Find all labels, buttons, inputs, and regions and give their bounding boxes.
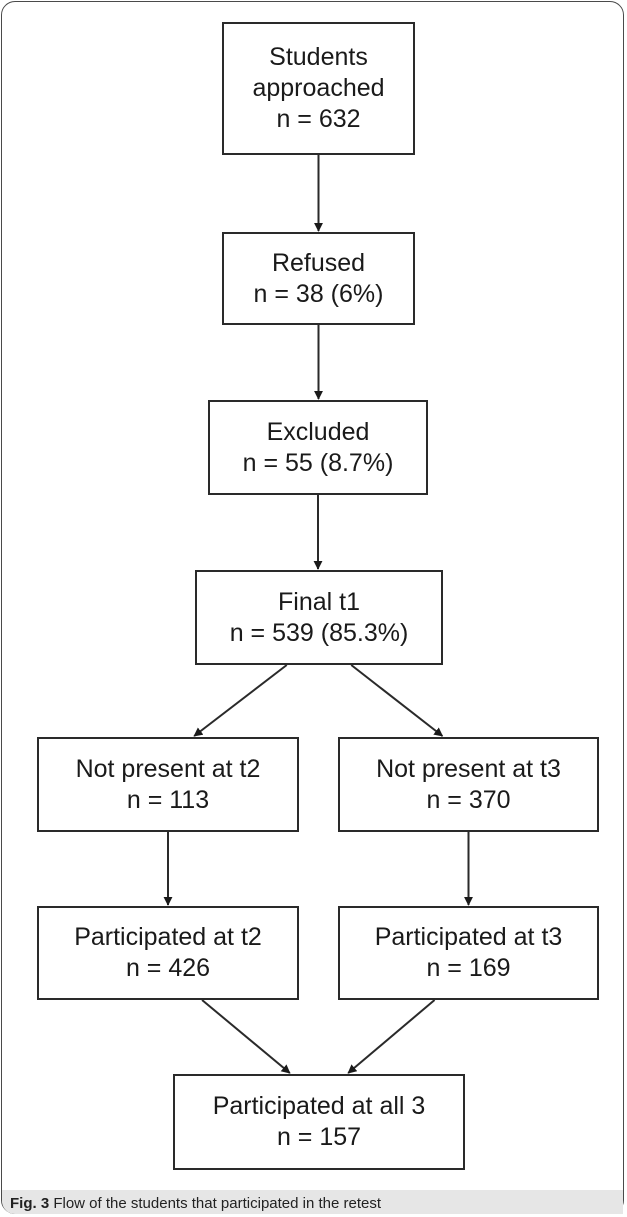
node-not-present-t2: Not present at t2 n = 113 — [37, 737, 299, 832]
node-line: n = 55 (8.7%) — [242, 448, 394, 477]
node-line: Participated at all 3 — [212, 1092, 426, 1120]
node-line: n = 113 — [126, 785, 210, 814]
arrow-final-t1-to-not-present-t2 — [193, 664, 288, 737]
node-line: n = 157 — [276, 1123, 362, 1151]
arrow-participated-t3-to-participated-all — [347, 999, 436, 1074]
node-not-present-t3: Not present at t3 n = 370 — [338, 737, 599, 832]
node-line: n = 370 — [426, 785, 511, 814]
node-line: n = 426 — [125, 954, 211, 982]
arrow-participated-t2-to-participated-all — [201, 999, 291, 1074]
node-line: Excluded — [266, 417, 370, 446]
node-line: approached — [252, 74, 385, 102]
node-line: n = 169 — [426, 954, 511, 982]
node-refused: Refused n = 38 (6%) — [222, 232, 415, 325]
node-line: Not present at t2 — [75, 754, 261, 783]
figure-caption: Fig. 3 Flow of the students that partici… — [10, 1195, 381, 1212]
arrow-final-t1-to-not-present-t3 — [350, 664, 444, 737]
node-excluded: Excluded n = 55 (8.7%) — [208, 400, 428, 495]
node-line: n = 38 (6%) — [253, 279, 384, 308]
caption-band — [2, 1190, 623, 1214]
node-line: Students — [269, 43, 368, 71]
node-line: n = 632 — [276, 105, 361, 133]
node-line: n = 539 (85.3%) — [229, 618, 409, 647]
node-line: Participated at t2 — [74, 923, 262, 951]
node-participated-all: Participated at all 3 n = 157 — [173, 1074, 465, 1170]
node-line: Final t1 — [278, 587, 360, 616]
node-line: Not present at t3 — [376, 754, 561, 783]
node-participated-t2: Participated at t2 n = 426 — [37, 906, 299, 1000]
node-final-t1: Final t1 n = 539 (85.3%) — [195, 570, 443, 665]
caption-text: Flow of the students that participated i… — [49, 1195, 382, 1212]
figure-label: Fig. 3 — [10, 1195, 50, 1212]
node-line: Refused — [271, 248, 366, 277]
node-line: Participated at t3 — [374, 923, 563, 951]
node-participated-t3: Participated at t3 n = 169 — [338, 906, 599, 1000]
node-students-approached: Students approached n = 632 — [222, 22, 415, 155]
